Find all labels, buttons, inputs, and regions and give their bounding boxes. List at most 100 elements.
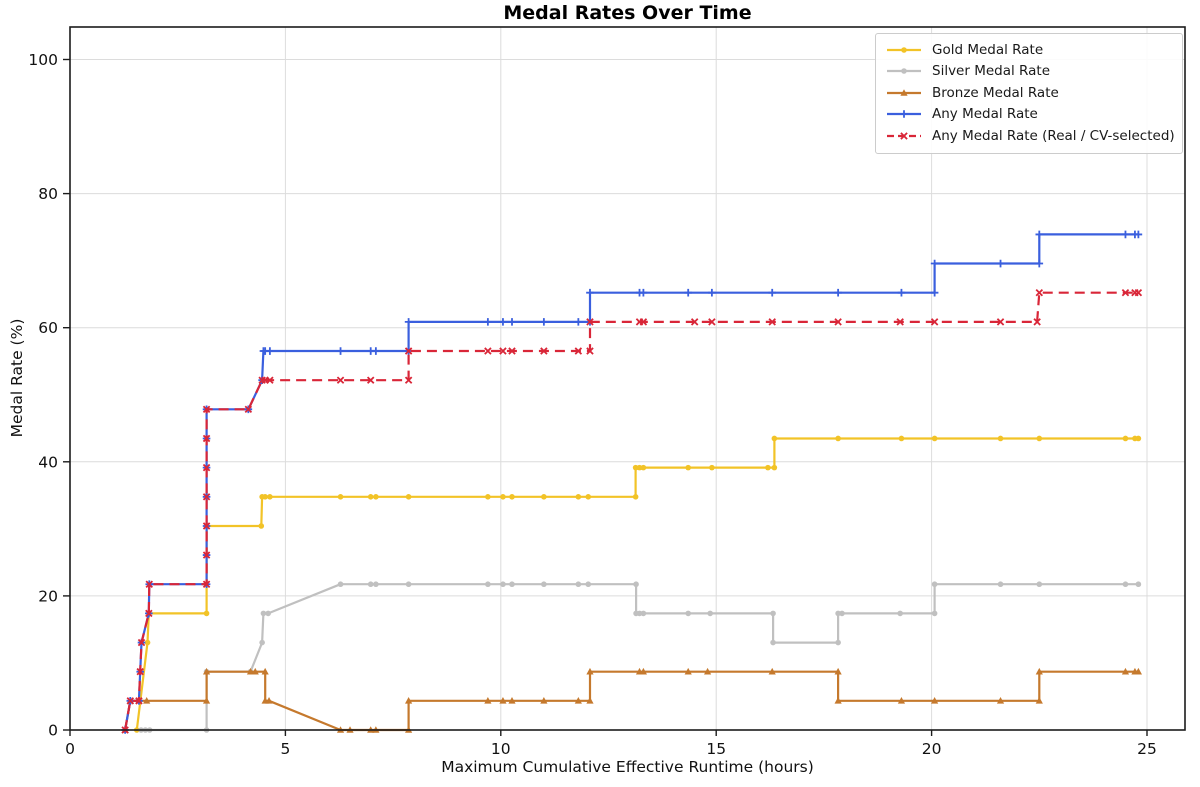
data-point-marker — [900, 132, 908, 140]
data-point-marker — [367, 581, 374, 588]
data-point-marker — [143, 697, 151, 704]
data-point-marker — [574, 347, 583, 355]
chart-title: Medal Rates Over Time — [503, 2, 752, 24]
data-point-marker — [1033, 318, 1041, 326]
data-point-marker — [484, 347, 492, 355]
data-point-marker — [259, 639, 265, 646]
legend-label: Bronze Medal Rate — [932, 84, 1059, 101]
series-line — [135, 437, 1139, 731]
data-point-marker — [251, 667, 259, 675]
data-point-marker — [771, 435, 778, 442]
data-point-marker — [834, 318, 842, 326]
legend-swatch-silver — [887, 68, 921, 75]
data-point-marker — [901, 68, 907, 75]
data-point-marker — [640, 464, 647, 471]
data-point-marker — [639, 667, 647, 675]
data-point-marker — [996, 697, 1005, 704]
data-point-marker — [586, 288, 594, 297]
data-point-marker — [765, 464, 771, 471]
series-2 — [121, 667, 1142, 733]
x-axis-label: Maximum Cumulative Effective Runtime (ho… — [441, 758, 814, 776]
data-point-marker — [930, 318, 939, 326]
data-point-marker — [1035, 259, 1044, 268]
y-tick-label: 0 — [48, 722, 58, 740]
data-point-marker — [897, 288, 906, 297]
data-point-marker — [1122, 435, 1129, 442]
y-tick-label: 20 — [38, 587, 58, 605]
data-point-marker — [1122, 581, 1129, 588]
data-point-marker — [144, 639, 151, 646]
data-point-marker — [1121, 230, 1130, 239]
data-point-marker — [834, 667, 842, 675]
data-point-marker — [508, 697, 516, 704]
data-point-marker — [640, 610, 647, 617]
data-point-marker — [508, 347, 516, 355]
data-point-marker — [897, 610, 903, 617]
x-tick-label: 10 — [491, 740, 511, 758]
legend-item-bronze: Bronze Medal Rate — [885, 82, 1173, 104]
data-point-marker — [1035, 230, 1044, 239]
data-point-marker — [1121, 667, 1130, 675]
data-point-marker — [632, 464, 639, 471]
y-tick-label: 100 — [28, 51, 58, 69]
legend-item-any-real: Any Medal Rate (Real / CV-selected) — [885, 125, 1175, 147]
data-point-marker — [575, 494, 582, 500]
data-point-marker — [1036, 435, 1043, 442]
data-point-marker — [996, 259, 1005, 268]
data-point-marker — [639, 288, 648, 297]
data-point-marker — [202, 522, 211, 530]
series-line — [124, 670, 1139, 732]
data-point-marker — [839, 610, 845, 617]
data-point-marker — [262, 494, 268, 500]
data-point-marker — [337, 581, 344, 588]
data-point-marker — [901, 46, 907, 53]
data-point-marker — [835, 610, 841, 617]
data-point-marker — [835, 639, 841, 646]
data-point-marker — [931, 697, 939, 704]
data-point-marker — [586, 667, 594, 675]
data-point-marker — [499, 347, 507, 355]
series-4 — [121, 288, 1143, 734]
data-point-marker — [136, 667, 144, 676]
data-point-marker — [405, 581, 412, 588]
x-tick-label: 5 — [280, 740, 290, 758]
data-point-marker — [1035, 288, 1044, 297]
data-point-marker — [336, 347, 345, 355]
data-point-marker — [1135, 435, 1142, 442]
data-point-marker — [636, 610, 643, 617]
data-point-marker — [508, 318, 516, 326]
data-point-marker — [574, 318, 583, 326]
data-point-marker — [404, 376, 413, 384]
legend-item-any: Any Medal Rate — [885, 104, 1173, 126]
data-point-marker — [768, 288, 777, 297]
data-point-marker — [1135, 581, 1142, 588]
data-point-marker — [586, 318, 594, 326]
axis-ticks: 0 5 10 15 20 25 0 20 40 60 80 100 — [28, 51, 1156, 758]
data-point-marker — [267, 494, 273, 500]
data-point-marker — [405, 494, 412, 500]
data-point-marker — [540, 318, 548, 326]
series-line — [124, 291, 1139, 731]
data-point-marker — [540, 697, 548, 704]
data-point-marker — [202, 493, 211, 501]
data-point-marker — [373, 581, 379, 588]
y-tick-label: 80 — [38, 185, 58, 203]
data-point-marker — [930, 259, 939, 268]
data-point-marker — [1036, 581, 1043, 588]
data-point-marker — [266, 347, 274, 355]
data-point-marker — [404, 347, 413, 355]
data-point-marker — [135, 697, 143, 705]
legend-swatch-gold — [887, 46, 921, 53]
data-point-marker — [337, 494, 344, 500]
data-point-marker — [541, 581, 547, 588]
data-point-marker — [1035, 697, 1043, 704]
data-point-marker — [500, 581, 506, 588]
x-tick-label: 15 — [706, 740, 726, 758]
data-point-marker — [145, 609, 153, 618]
data-point-marker — [708, 318, 716, 326]
data-point-marker — [900, 88, 908, 96]
data-point-marker — [574, 697, 582, 704]
data-point-marker — [265, 610, 271, 617]
data-point-marker — [202, 434, 211, 443]
data-point-marker — [931, 610, 938, 617]
